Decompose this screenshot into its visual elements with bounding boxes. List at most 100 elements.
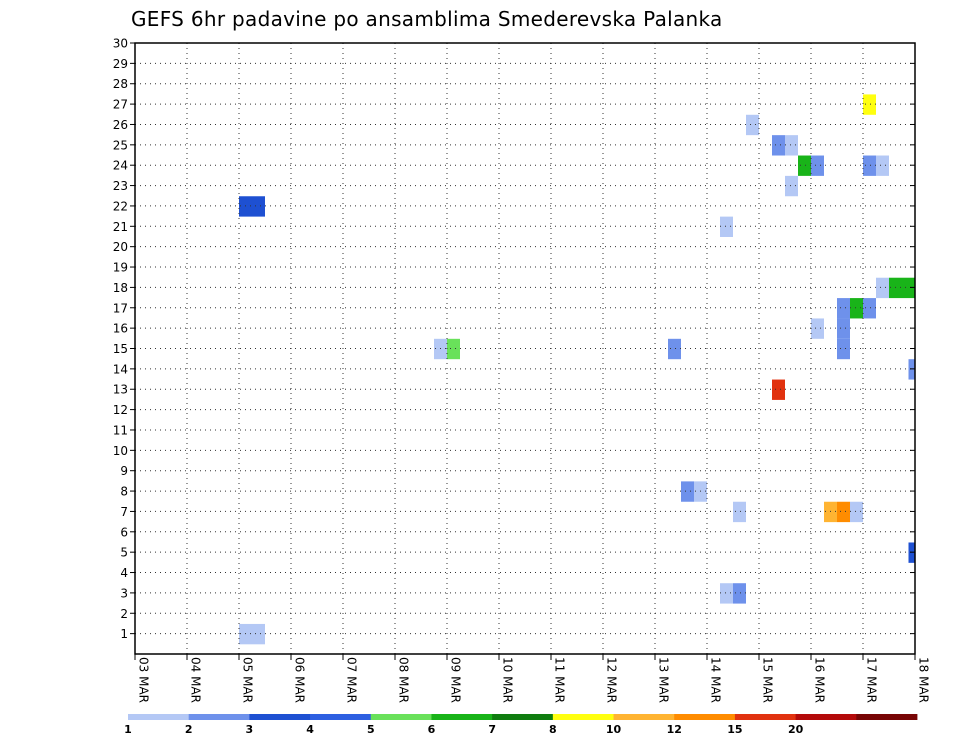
x-tick-label: 13 MAR: [657, 657, 671, 703]
legend-label: 20: [788, 723, 804, 736]
precip-cell: [772, 379, 785, 400]
legend-label: 1: [124, 723, 132, 736]
precip-cell: [876, 155, 889, 176]
precip-cell: [798, 155, 811, 176]
precip-cell: [850, 501, 863, 523]
y-tick-label: 24: [113, 159, 128, 173]
y-tick-label: 3: [120, 586, 128, 600]
legend-swatch: [249, 714, 311, 720]
x-tick-label: 03 MAR: [137, 657, 151, 703]
precip-cell: [837, 298, 850, 319]
legend-label: 10: [606, 723, 622, 736]
x-tick-label: 16 MAR: [813, 657, 827, 703]
y-tick-label: 30: [113, 37, 128, 51]
precip-cell: [837, 501, 850, 523]
y-tick-label: 26: [113, 118, 128, 132]
y-tick-label: 15: [113, 342, 128, 356]
y-tick-label: 5: [120, 546, 128, 560]
precip-cell: [837, 318, 850, 339]
legend-swatch: [795, 714, 857, 720]
legend-label: 15: [727, 723, 742, 736]
x-tick-label: 08 MAR: [397, 657, 411, 703]
precip-cell: [733, 583, 746, 604]
y-tick-label: 27: [113, 98, 128, 112]
precipitation-cells: [239, 94, 915, 645]
precip-cell: [720, 216, 733, 237]
precip-cell: [733, 501, 746, 523]
y-tick-label: 25: [113, 138, 128, 152]
precip-cell: [681, 481, 694, 502]
y-tick-label: 7: [120, 505, 128, 519]
legend-label: 4: [306, 723, 314, 736]
legend-label: 7: [488, 723, 496, 736]
y-tick-label: 13: [113, 383, 128, 397]
legend-swatch: [552, 714, 614, 720]
x-tick-label: 06 MAR: [293, 657, 307, 703]
precip-cell: [252, 196, 265, 217]
legend-label: 5: [367, 723, 375, 736]
y-tick-label: 8: [120, 485, 128, 499]
legend-swatch: [856, 714, 918, 720]
precip-cell: [837, 338, 850, 360]
legend-swatch: [674, 714, 736, 720]
precip-cell: [772, 135, 785, 156]
precip-cell: [889, 277, 902, 299]
x-tick-label: 05 MAR: [241, 657, 255, 703]
x-tick-label: 14 MAR: [709, 657, 723, 703]
y-tick-label: 23: [113, 179, 128, 193]
y-tick-label: 11: [113, 423, 128, 437]
precip-cell: [785, 135, 798, 156]
legend-label: 3: [246, 723, 254, 736]
y-tick-label: 6: [120, 525, 128, 539]
x-tick-label: 15 MAR: [761, 657, 775, 703]
y-tick-label: 22: [113, 199, 128, 213]
x-tick-label: 18 MAR: [917, 657, 931, 703]
legend: 1 2 3 4 5 6 7 8 10 12 15 20: [124, 714, 918, 736]
x-tick-label: 04 MAR: [189, 657, 203, 703]
y-tick-label: 28: [113, 77, 128, 91]
precip-cell: [746, 114, 759, 136]
y-tick-label: 16: [113, 322, 128, 336]
y-tick-label: 4: [120, 566, 128, 580]
y-tick-label: 17: [113, 301, 128, 315]
precip-cell: [863, 155, 876, 176]
legend-label: 2: [185, 723, 193, 736]
precip-cell: [850, 298, 863, 319]
legend-swatch: [613, 714, 675, 720]
x-tick-label: 10 MAR: [501, 657, 515, 703]
legend-swatch: [310, 714, 372, 720]
legend-swatch: [370, 714, 432, 720]
legend-swatch: [431, 714, 493, 720]
precip-cell: [811, 155, 824, 176]
legend-swatch: [492, 714, 554, 720]
grid-lines: [135, 42, 915, 654]
x-tick-label: 12 MAR: [605, 657, 619, 703]
precip-cell: [720, 583, 733, 604]
legend-label: 6: [428, 723, 436, 736]
y-tick-label: 18: [113, 281, 128, 295]
chart-title: GEFS 6hr padavine po ansamblima Smederev…: [131, 7, 723, 31]
legend-swatch: [128, 714, 190, 720]
precip-cell: [811, 318, 824, 339]
y-tick-label: 2: [120, 607, 128, 621]
y-tick-label: 10: [113, 444, 128, 458]
y-tick-label: 14: [113, 362, 128, 376]
y-tick-label: 19: [113, 261, 128, 275]
precip-cell: [668, 338, 681, 360]
y-tick-label: 9: [120, 464, 128, 478]
precip-cell: [785, 175, 798, 197]
precip-cell: [863, 298, 876, 319]
legend-label: 12: [667, 723, 682, 736]
legend-swatch: [734, 714, 797, 720]
axes: 1234567891011121314151617181920212223242…: [113, 37, 931, 703]
x-tick-label: 17 MAR: [865, 657, 879, 703]
legend-label: 8: [549, 723, 557, 736]
x-tick-label: 07 MAR: [345, 657, 359, 703]
precip-cell: [876, 277, 889, 299]
precip-cell: [902, 277, 915, 299]
y-tick-label: 20: [113, 240, 128, 254]
precip-cell: [447, 338, 460, 360]
x-tick-label: 09 MAR: [449, 657, 463, 703]
y-tick-label: 12: [113, 403, 128, 417]
